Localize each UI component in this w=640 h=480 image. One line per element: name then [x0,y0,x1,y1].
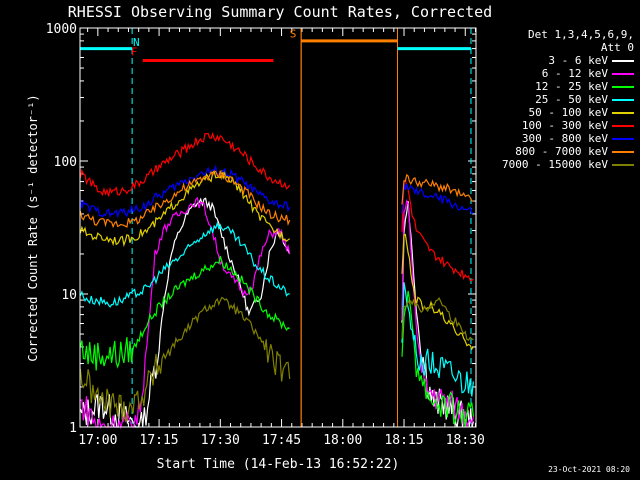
legend-swatch [612,98,634,101]
legend-entry: 300 - 800 keV [484,132,634,145]
legend-entry: 12 - 25 keV [484,80,634,93]
series-line-7-segment-1 [401,173,474,205]
legend-swatch [612,111,634,114]
legend: Det 1,3,4,5,6,9, Att 0 3 - 6 keV 6 - 12 k… [484,28,634,171]
series-line-5-segment-0 [79,131,291,197]
legend-entry: 3 - 6 keV [484,54,634,67]
legend-swatch [612,124,634,127]
series-line-1-segment-0 [80,196,291,430]
x-tick-label: 18:15 [384,433,423,448]
legend-entry: 50 - 100 keV [484,106,634,119]
series-line-5-segment-1 [401,178,474,282]
series-line-8-segment-0 [79,296,291,422]
x-tick-label: 17:00 [78,433,117,448]
legend-swatch [612,137,634,140]
series-line-6-segment-0 [79,164,291,219]
series-line-6-segment-1 [401,182,474,215]
x-tick-label: 18:00 [323,433,362,448]
legend-swatch [612,59,634,62]
y-tick-label: 100 [54,155,77,170]
legend-title-line-1: Det 1,3,4,5,6,9, [528,28,634,41]
legend-entry-label: 800 - 7000 keV [515,145,608,158]
y-axis-label: Corrected Count Rate (s⁻¹ detector⁻¹) [26,94,40,361]
x-tick-label: 17:15 [140,433,179,448]
legend-swatch [612,72,634,75]
series-line-2-segment-0 [79,256,290,371]
x-tick-label: 17:30 [201,433,240,448]
legend-entry-label: 12 - 25 keV [535,80,608,93]
legend-swatch [612,85,634,88]
legend-entry: 25 - 50 keV [484,93,634,106]
legend-swatch [612,163,634,166]
x-tick-label: 18:30 [446,433,485,448]
legend-title-line-2: Att 0 [600,41,634,54]
y-tick-label: 10 [61,288,77,303]
legend-entry-label: 100 - 300 keV [521,119,608,132]
annotation-letter: F [131,46,138,59]
series-line-3-segment-1 [401,282,474,397]
y-tick-label: 1 [69,421,77,436]
x-tick-label: 17:45 [262,433,301,448]
legend-swatch [612,150,634,153]
legend-entry-label: 6 - 12 keV [541,67,608,80]
series-line-3-segment-0 [79,221,290,308]
series-line-4-segment-1 [401,233,474,351]
legend-entry: 7000 - 15000 keV [484,158,634,171]
x-axis-label: Start Time (14-Feb-13 16:52:22) [157,457,400,472]
chart-title: RHESSI Observing Summary Count Rates, Co… [68,3,492,21]
legend-entry: 6 - 12 keV [484,67,634,80]
legend-entry-label: 300 - 800 keV [521,132,608,145]
legend-entry-label: 7000 - 15000 keV [502,158,608,171]
annotation-letter: S [290,27,297,40]
legend-entry-label: 3 - 6 keV [548,54,608,67]
series-line-0-segment-1 [401,201,474,428]
series-line-1-segment-1 [401,198,474,427]
legend-entry: 800 - 7000 keV [484,145,634,158]
legend-entry-label: 50 - 100 keV [528,106,608,119]
series-line-7-segment-0 [79,170,291,229]
legend-entry: 100 - 300 keV [484,119,634,132]
series-line-8-segment-1 [401,296,474,341]
plot-frame [79,27,477,428]
legend-entry-label: 25 - 50 keV [535,93,608,106]
generated-timestamp: 23-Oct-2021 08:20 [548,465,630,474]
y-tick-label: 1000 [46,22,77,37]
series-line-4-segment-0 [79,170,291,248]
annotation-letter: N [133,36,140,49]
